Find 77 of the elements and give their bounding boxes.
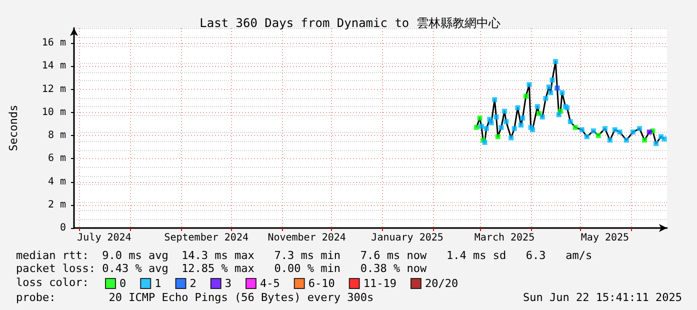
x-tick-label: July 2024 — [77, 232, 132, 244]
legend-label: 1 — [154, 277, 162, 290]
point — [488, 120, 494, 126]
y-tick-label: 4 m — [48, 176, 66, 188]
point — [624, 138, 629, 143]
y-axis-title: Seconds — [7, 104, 20, 152]
x-tick-label: November 2024 — [268, 232, 346, 244]
point — [556, 112, 562, 118]
legend-label: 0 — [120, 277, 126, 290]
y-tick-label: 12 m — [42, 84, 66, 95]
point — [495, 134, 500, 140]
y-tick-label: 8 m — [48, 130, 66, 142]
point — [526, 82, 532, 88]
point — [543, 96, 548, 102]
y-tick-label: 10 m — [42, 106, 66, 118]
point — [534, 104, 540, 110]
point — [553, 59, 558, 64]
point — [642, 138, 648, 143]
point — [560, 90, 565, 96]
point — [492, 97, 498, 102]
point — [484, 126, 489, 132]
legend-label: 6-10 — [308, 277, 335, 290]
point — [548, 90, 554, 96]
point — [607, 138, 612, 143]
y-tick-label: 2 m — [48, 199, 66, 210]
point — [554, 86, 560, 91]
legend-label: 3 — [224, 277, 232, 290]
point — [474, 124, 479, 130]
point — [494, 114, 499, 120]
y-tick-label: 16 m — [42, 38, 66, 49]
x-tick-label: September 2024 — [164, 232, 248, 244]
text: packet loss: 0.43 % avg 12.85 % max 0.00 % min 0.38 % now — [16, 262, 427, 275]
legend-title: loss color: — [16, 276, 89, 289]
point — [550, 78, 555, 83]
point — [536, 111, 542, 116]
point — [617, 130, 622, 135]
point — [512, 126, 517, 132]
legend-label: 4-5 — [260, 277, 280, 290]
point — [654, 141, 659, 146]
point — [504, 119, 509, 124]
chart-title: Last 360 Days from Dynamic to 雲林縣教網中心 — [200, 16, 500, 30]
point — [530, 127, 535, 132]
point — [498, 124, 504, 130]
point — [540, 114, 545, 120]
point — [579, 127, 584, 132]
x-tick-label: May 2025 — [580, 232, 630, 244]
point — [520, 116, 526, 121]
point — [646, 130, 652, 135]
x-tick-label: March 2025 — [474, 232, 535, 244]
point — [584, 134, 590, 140]
point — [546, 84, 552, 90]
point — [596, 133, 601, 138]
point — [612, 127, 618, 132]
text: Sun Jun 22 15:41:11 2025 — [523, 291, 682, 304]
text: median rtt: 9.0 ms avg 14.3 ms max 7.3 ms min 7.6 ms now 1.4 ms sd 6.3 am/s — [16, 249, 592, 262]
point — [602, 126, 608, 132]
point — [662, 136, 667, 142]
y-tick-label: 0 — [60, 222, 66, 234]
point — [508, 135, 514, 140]
point — [568, 119, 573, 124]
legend-label: 11-19 — [363, 277, 396, 290]
legend-label: 20/20 — [424, 277, 458, 290]
point — [515, 105, 520, 110]
point — [477, 116, 482, 121]
x-tick-label: January 2025 — [371, 232, 444, 244]
legend-label: 2 — [190, 277, 196, 290]
point — [590, 128, 596, 134]
text: probe: 20 ICMP Echo Pings (56 Bytes) every 300s — [16, 291, 374, 304]
point — [502, 108, 507, 114]
point — [572, 124, 578, 130]
point — [637, 126, 642, 132]
point — [630, 130, 636, 135]
point — [518, 122, 524, 128]
point — [523, 94, 528, 99]
y-tick-label: 6 m — [48, 153, 66, 164]
y-tick-label: 14 m — [42, 60, 66, 72]
point — [478, 124, 484, 129]
